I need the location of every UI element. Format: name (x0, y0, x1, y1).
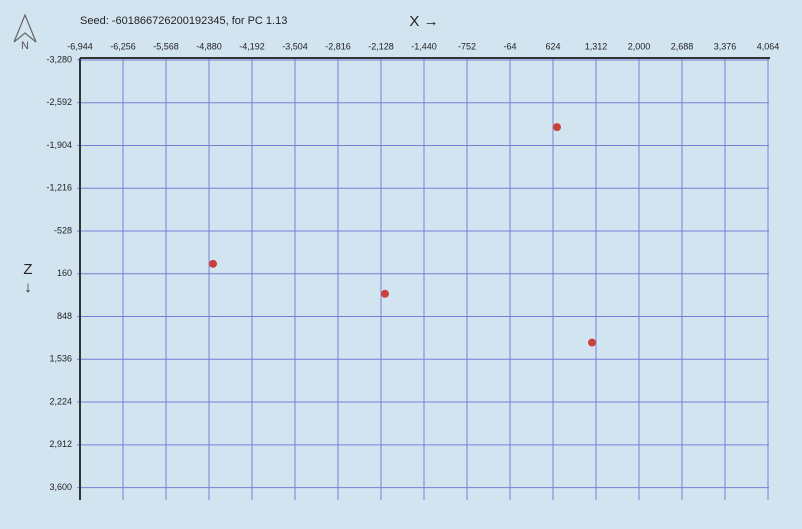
compass-arrow (13, 13, 37, 43)
y-tick-label: 160 (57, 268, 72, 278)
x-axis-label: X → (409, 13, 438, 30)
x-tick-label: -3,504 (282, 41, 308, 51)
x-tick-label: -752 (458, 41, 476, 51)
x-tick-label: 2,688 (671, 41, 694, 51)
y-tick-label: -1,216 (46, 183, 72, 193)
y-tick-label: 1,536 (49, 354, 72, 364)
y-tick-label: 848 (57, 311, 72, 321)
y-tick-label: -2,592 (46, 97, 72, 107)
x-tick-label: -1,440 (411, 41, 437, 51)
x-tick-label: 3,376 (714, 41, 737, 51)
x-tick-label: -2,128 (368, 41, 394, 51)
y-tick-label: 2,224 (49, 396, 72, 406)
x-tick-label: 4,064 (757, 41, 780, 51)
structure-point (209, 259, 217, 268)
x-tick-label: -64 (503, 41, 516, 51)
y-tick-label: -3,280 (46, 54, 72, 64)
x-tick-label: -6,256 (110, 41, 136, 51)
x-tick-label: 624 (545, 41, 560, 51)
y-tick-label: -1,904 (46, 140, 72, 150)
x-tick-label: 1,312 (585, 41, 608, 51)
y-tick-label: -528 (54, 225, 72, 235)
x-tick-label: -4,880 (196, 41, 222, 51)
structure-point (381, 289, 389, 298)
structure-point (588, 338, 596, 347)
x-tick-label: -2,816 (325, 41, 351, 51)
x-tick-label: -6,944 (67, 41, 93, 51)
compass-label: N (21, 40, 29, 52)
x-tick-label: -5,568 (153, 41, 179, 51)
chart-title: Seed: -601866726200192345, for PC 1.13 (80, 15, 287, 27)
y-tick-label: 3,600 (49, 482, 72, 492)
y-tick-label: 2,912 (49, 439, 72, 449)
x-tick-label: 2,000 (628, 41, 651, 51)
x-tick-label: -4,192 (239, 41, 265, 51)
y-axis-label: Z ↓ (23, 261, 32, 296)
structure-point (553, 123, 561, 132)
